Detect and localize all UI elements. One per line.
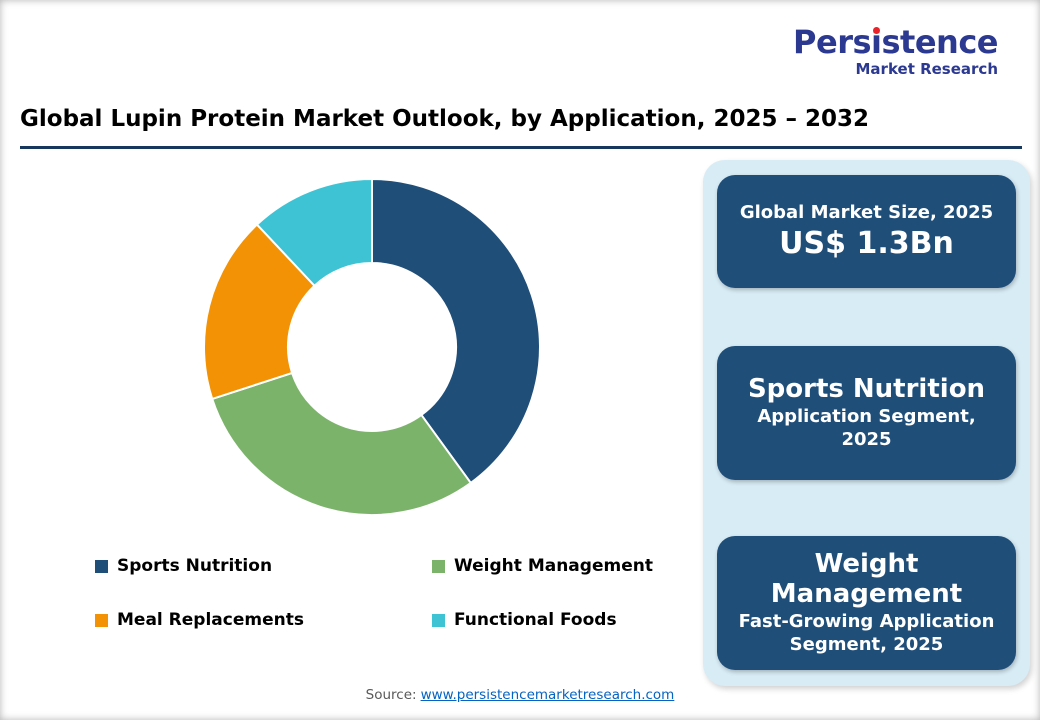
logo-brand: Persistence: [793, 26, 998, 58]
legend-item-meal-replacements: Meal Replacements: [95, 610, 432, 630]
legend-label-meal-replacements: Meal Replacements: [117, 610, 304, 630]
legend-label-weight-management: Weight Management: [454, 556, 653, 576]
logo-i-dot: [873, 27, 881, 34]
leading-segment-card-title: Sports Nutrition: [747, 373, 986, 404]
source-label: Source:: [365, 687, 417, 703]
market-size-card: Global Market Size, 2025 US$ 1.3Bn: [717, 175, 1016, 288]
source-link[interactable]: www.persistencemarketresearch.com: [420, 687, 675, 703]
logo-brand-text: Persistence: [793, 23, 998, 61]
donut-chart: [202, 177, 541, 516]
legend-swatch-functional-foods-icon: [432, 613, 445, 627]
donut-segment-meal-replacements: [202, 223, 316, 401]
leading-segment-card: Sports Nutrition Application Segment, 20…: [717, 346, 1016, 480]
legend-swatch-sports-nutrition-icon: [95, 559, 108, 573]
fast-growing-segment-card-title: Weight Management: [770, 548, 963, 609]
donut-segment-functional-foods: [255, 177, 373, 288]
donut-segment-weight-management: [210, 371, 473, 516]
leading-segment-card-subtitle: Application Segment, 2025: [757, 405, 976, 450]
page-title: Global Lupin Protein Market Outlook, by …: [20, 106, 869, 132]
source-footer: Source: www.persistencemarketresearch.com: [0, 687, 1040, 703]
logo-subtitle: Market Research: [855, 60, 999, 78]
legend-item-weight-management: Weight Management: [432, 556, 655, 576]
legend-item-sports-nutrition: Sports Nutrition: [95, 556, 432, 576]
legend-label-functional-foods: Functional Foods: [454, 610, 617, 630]
legend-swatch-meal-replacements-icon: [95, 613, 108, 627]
logo: Persistence Market Research: [793, 26, 998, 78]
title-divider: [20, 146, 1022, 149]
market-size-card-label: Global Market Size, 2025: [739, 201, 994, 223]
fast-growing-segment-card-subtitle: Fast-Growing Application Segment, 2025: [738, 610, 995, 655]
legend-swatch-weight-management-icon: [432, 559, 445, 573]
legend-label-sports-nutrition: Sports Nutrition: [117, 556, 273, 576]
donut-segment-sports-nutrition: [371, 177, 541, 485]
market-size-card-value: US$ 1.3Bn: [779, 225, 954, 261]
chart-legend: Sports Nutrition Weight Management Meal …: [95, 556, 655, 630]
fast-growing-segment-card: Weight Management Fast-Growing Applicati…: [717, 536, 1016, 670]
legend-item-functional-foods: Functional Foods: [432, 610, 655, 630]
highlights-panel: Global Market Size, 2025 US$ 1.3Bn Sport…: [703, 160, 1030, 686]
